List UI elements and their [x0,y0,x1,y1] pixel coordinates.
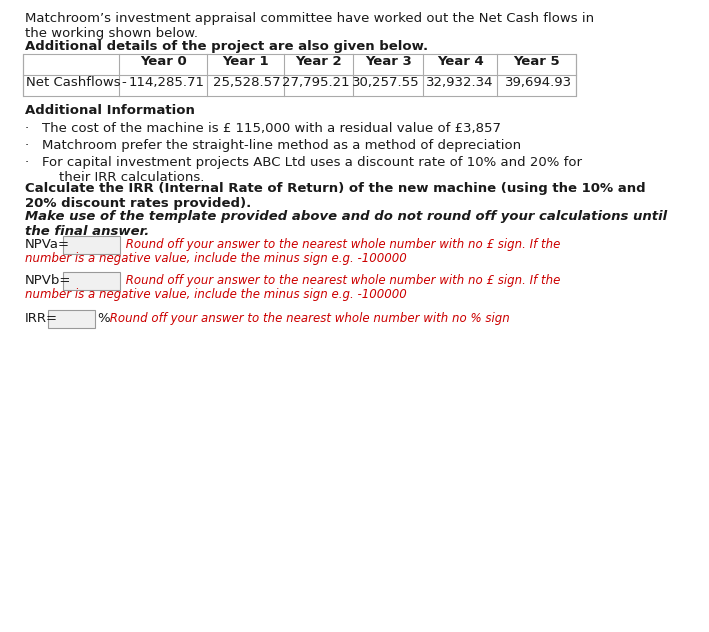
Bar [23,54,576,96]
Text: Round off your answer to the nearest whole number with no % sign: Round off your answer to the nearest who… [106,312,510,325]
Text: 30,257.55: 30,257.55 [352,76,420,89]
Text: Net Cashflows: Net Cashflows [26,76,121,89]
Text: 27,795.21: 27,795.21 [282,76,350,89]
Text: Round off your answer to the nearest whole number with no £ sign. If the: Round off your answer to the nearest who… [122,274,561,287]
Text: Year 1: Year 1 [223,55,269,68]
Text: number is a negative value, include the minus sign e.g. -100000: number is a negative value, include the … [25,252,407,265]
Text: Matchroom prefer the straight-line method as a method of depreciation: Matchroom prefer the straight-line metho… [42,139,521,152]
Text: number is a negative value, include the minus sign e.g. -100000: number is a negative value, include the … [25,288,407,301]
Text: Round off your answer to the nearest whole number with no £ sign. If the: Round off your answer to the nearest who… [122,238,561,251]
Text: IRR=: IRR= [25,312,58,325]
Text: Year 0: Year 0 [140,55,186,68]
Text: Matchroom’s investment appraisal committee have worked out the Net Cash flows in: Matchroom’s investment appraisal committ… [25,12,594,40]
Bar [62,236,120,254]
Text: 114,285.71: 114,285.71 [128,76,204,89]
Bar [62,272,120,290]
Text: 39,694.93: 39,694.93 [505,76,572,89]
Text: Make use of the template provided above and do not round off your calculations u: Make use of the template provided above … [25,210,667,238]
Text: Year 3: Year 3 [364,55,411,68]
Text: 25,528.57: 25,528.57 [213,76,281,89]
Text: Calculate the IRR (Internal Rate of Return) of the new machine (using the 10% an: Calculate the IRR (Internal Rate of Retu… [25,182,646,210]
Text: -: - [121,76,126,89]
Text: ·: · [25,156,29,169]
Text: Year 2: Year 2 [296,55,342,68]
Bar [48,310,94,328]
Text: %: % [97,312,110,325]
Text: For capital investment projects ABC Ltd uses a discount rate of 10% and 20% for
: For capital investment projects ABC Ltd … [42,156,582,184]
Text: Additional details of the project are also given below.: Additional details of the project are al… [25,40,428,53]
Text: NPVb=: NPVb= [25,274,72,287]
Text: ·: · [25,139,29,152]
Text: NPVa=: NPVa= [25,238,70,251]
Text: Year 5: Year 5 [513,55,559,68]
Text: ·: · [25,122,29,135]
Text: Additional Information: Additional Information [25,104,195,117]
Text: Year 4: Year 4 [437,55,484,68]
Text: 32,932.34: 32,932.34 [426,76,493,89]
Text: The cost of the machine is £ 115,000 with a residual value of £3,857: The cost of the machine is £ 115,000 wit… [42,122,501,135]
